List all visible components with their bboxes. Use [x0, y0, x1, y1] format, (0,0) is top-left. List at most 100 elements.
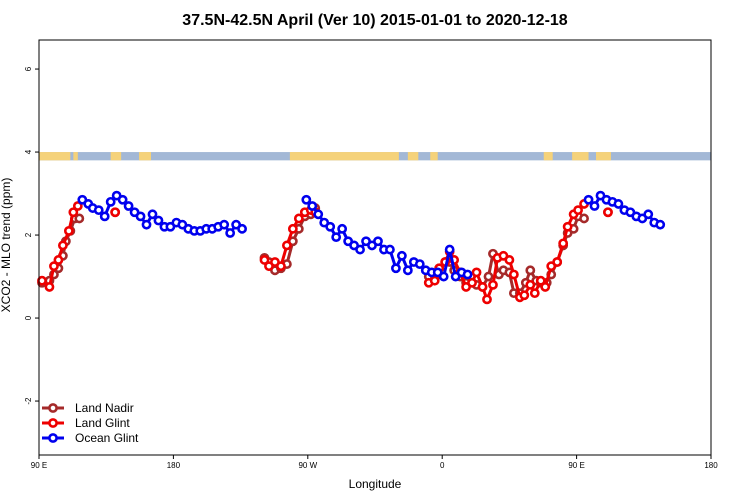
- data-point: [525, 265, 536, 276]
- data-point: [49, 261, 59, 272]
- land-span: [39, 152, 71, 161]
- y-tick-label: -2: [24, 397, 33, 405]
- data-point: [44, 282, 55, 292]
- data-point: [402, 265, 413, 276]
- data-point: [313, 209, 324, 220]
- legend-marker: [48, 418, 58, 428]
- land-ocean-strip: [39, 152, 711, 161]
- data-point: [219, 219, 230, 230]
- data-point: [237, 223, 247, 234]
- series-land-glint: [37, 199, 613, 305]
- data-point: [579, 213, 589, 224]
- data-point: [471, 267, 482, 278]
- data-point: [483, 271, 494, 282]
- data-point: [110, 207, 121, 218]
- data-point: [225, 228, 236, 238]
- x-axis: 90 E 180 90 W 0 90 E 180: [31, 455, 718, 470]
- data-point: [72, 201, 83, 211]
- y-tick-label: 0: [24, 315, 33, 320]
- y-axis-label: XCO2 - MLO trend (ppm): [0, 178, 13, 313]
- data-point: [467, 277, 477, 288]
- data-point: [535, 275, 546, 286]
- land-span: [572, 152, 589, 161]
- plot-frame: [38, 39, 712, 456]
- data-point: [414, 259, 425, 269]
- y-axis: -2 0 2 4 6: [24, 66, 39, 405]
- legend-label: Land Nadir: [75, 401, 134, 415]
- x-axis-label: Longitude: [349, 477, 402, 491]
- x-tick-label: 180: [704, 461, 718, 470]
- data-point: [281, 240, 292, 251]
- data-point: [396, 250, 407, 261]
- data-point: [293, 213, 304, 224]
- data-point: [337, 223, 348, 234]
- data-point: [519, 290, 530, 301]
- data-point: [117, 194, 128, 205]
- data-point: [558, 238, 569, 249]
- legend-marker: [48, 433, 58, 443]
- data-point: [562, 221, 573, 232]
- data-point: [438, 271, 449, 282]
- data-point: [477, 282, 488, 292]
- data-point: [307, 201, 318, 211]
- data-point: [63, 225, 74, 236]
- land-span: [596, 152, 611, 161]
- chart-title: 37.5N-42.5N April (Ver 10) 2015-01-01 to…: [182, 12, 568, 29]
- land-span: [407, 152, 419, 161]
- data-point: [331, 232, 342, 243]
- data-point: [74, 213, 85, 224]
- data-point: [391, 263, 401, 274]
- data-point: [135, 211, 146, 222]
- data-point: [53, 255, 64, 265]
- data-point: [123, 201, 134, 211]
- legend-marker: [48, 403, 58, 413]
- x-tick-label: 90 E: [31, 461, 47, 470]
- land-span: [430, 152, 438, 161]
- data-point: [504, 255, 515, 265]
- data-point: [540, 282, 551, 292]
- data-point: [373, 236, 383, 247]
- y-tick-label: 2: [24, 232, 33, 237]
- x-tick-label: 0: [440, 461, 445, 470]
- land-span: [543, 152, 553, 161]
- land-span: [289, 152, 399, 161]
- data-point: [525, 279, 536, 290]
- x-tick-label: 90 E: [568, 461, 584, 470]
- data-point: [589, 201, 600, 211]
- data-point: [57, 240, 68, 251]
- data-point: [301, 194, 312, 205]
- data-point: [643, 209, 654, 220]
- x-tick-label: 90 W: [298, 461, 317, 470]
- data-point: [99, 211, 110, 222]
- data-point: [37, 275, 47, 286]
- data-point: [287, 223, 298, 234]
- data-point: [153, 215, 164, 226]
- series-ocean-glint: [77, 190, 666, 282]
- x-tick-label: 180: [167, 461, 181, 470]
- data-point: [105, 196, 116, 207]
- legend-label: Land Glint: [75, 416, 130, 430]
- data-point: [385, 244, 395, 255]
- data-point: [355, 244, 365, 255]
- data-point: [488, 279, 498, 290]
- data-point: [444, 244, 455, 255]
- data-point: [482, 294, 492, 305]
- land-span: [139, 152, 151, 161]
- data-point: [462, 269, 473, 280]
- data-point: [276, 261, 286, 272]
- data-point: [147, 209, 158, 220]
- legend-label: Ocean Glint: [75, 431, 139, 445]
- data-point: [529, 288, 540, 299]
- land-span: [73, 152, 78, 161]
- data-point: [141, 219, 152, 230]
- data-point: [552, 257, 563, 267]
- data-point: [325, 221, 336, 232]
- data-point: [429, 275, 440, 286]
- data-point: [583, 194, 594, 205]
- data-point: [68, 207, 79, 218]
- data-point: [259, 255, 270, 265]
- data-point: [603, 207, 613, 218]
- land-span: [110, 152, 122, 161]
